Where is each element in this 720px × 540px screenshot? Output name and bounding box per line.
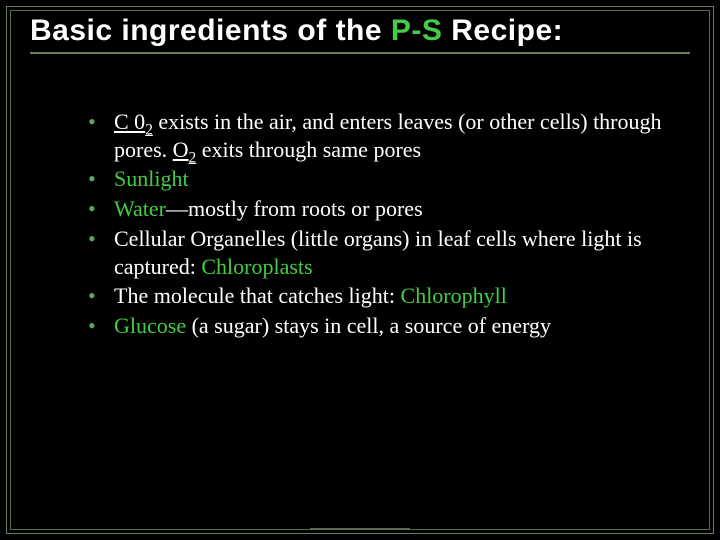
bullet-item: The molecule that catches light: Chlorop… (88, 282, 690, 310)
bullet-segment: Cellular Organelles (little organs) in l… (114, 226, 642, 279)
bullet-segment: Glucose (114, 313, 186, 338)
bullet-segment: Sunlight (114, 166, 189, 191)
bullet-item: Sunlight (88, 165, 690, 193)
bottom-tick (310, 528, 410, 530)
bullet-item: C 02 exists in the air, and enters leave… (88, 108, 690, 163)
title-rule (30, 52, 690, 54)
bullet-segment: —mostly from roots or pores (166, 196, 423, 221)
bullet-segment: The molecule that catches light: (114, 283, 401, 308)
bullet-segment: Chloroplasts (201, 254, 312, 279)
title-pre: Basic ingredients of the (30, 14, 391, 47)
bullet-list: C 02 exists in the air, and enters leave… (30, 108, 690, 340)
slide-title: Basic ingredients of the P-S Recipe: (30, 14, 690, 48)
bullet-item: Water—mostly from roots or pores (88, 195, 690, 223)
slide: Basic ingredients of the P-S Recipe: C 0… (0, 0, 720, 540)
title-post: Recipe: (442, 14, 563, 47)
bullet-segment: C 0 (114, 109, 145, 134)
bullet-segment: Water (114, 196, 166, 221)
bullet-item: Glucose (a sugar) stays in cell, a sourc… (88, 312, 690, 340)
bullet-segment: Chlorophyll (401, 283, 507, 308)
bullet-segment: exits through same pores (196, 137, 421, 162)
bullet-item: Cellular Organelles (little organs) in l… (88, 225, 690, 280)
title-accent: P-S (391, 14, 443, 47)
bullet-segment: O (173, 137, 189, 162)
bullet-segment: (a sugar) stays in cell, a source of ene… (186, 313, 551, 338)
